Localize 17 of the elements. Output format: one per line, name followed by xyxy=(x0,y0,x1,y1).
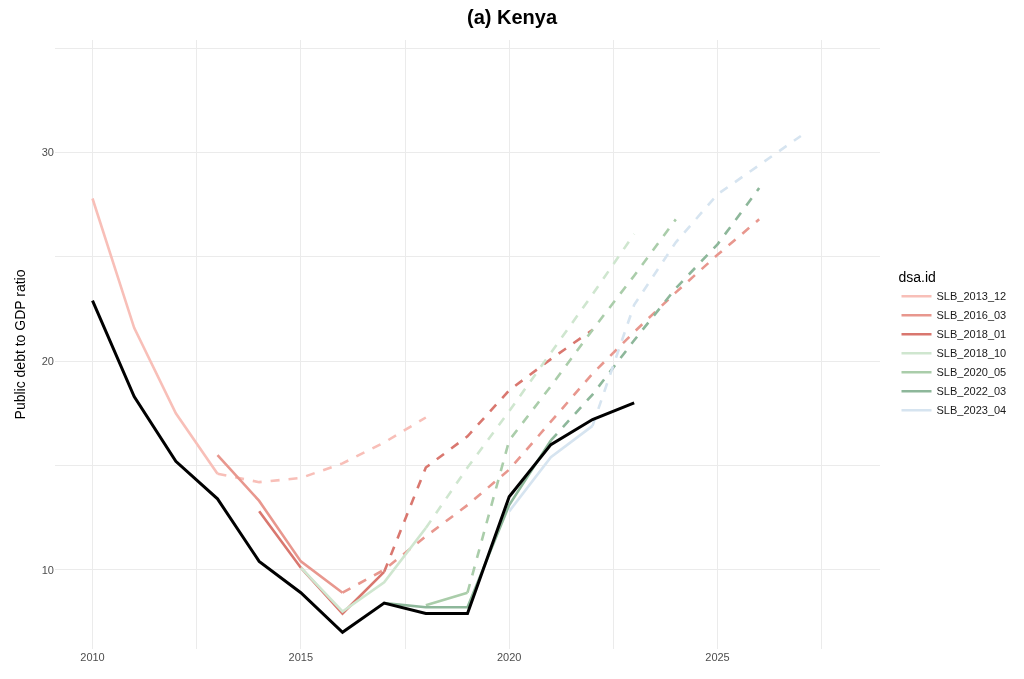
x-tick-label: 2010 xyxy=(80,651,105,663)
y-tick-label: 30 xyxy=(41,146,54,159)
legend-label: SLB_2018_10 xyxy=(936,347,1007,360)
x-tick-label: 2020 xyxy=(496,651,522,663)
x-tick-label: 2015 xyxy=(288,651,314,663)
legend-label: SLB_2016_03 xyxy=(936,309,1007,322)
legend-label: SLB_2022_03 xyxy=(936,385,1007,398)
y-tick-label: 20 xyxy=(41,355,54,368)
legend-label: SLB_2018_01 xyxy=(936,328,1007,341)
x-tick-label: 2025 xyxy=(705,651,730,663)
legend-label: SLB_2023_04 xyxy=(936,404,1007,417)
y-tick-label: 10 xyxy=(41,563,54,576)
chart-title: (a) Kenya xyxy=(466,6,558,29)
legend-label: SLB_2020_05 xyxy=(936,366,1007,379)
legend-label: SLB_2013_12 xyxy=(936,290,1007,303)
y-axis-title: Public debt to GDP ratio xyxy=(12,269,29,420)
legend-title: dsa.id xyxy=(898,268,936,285)
